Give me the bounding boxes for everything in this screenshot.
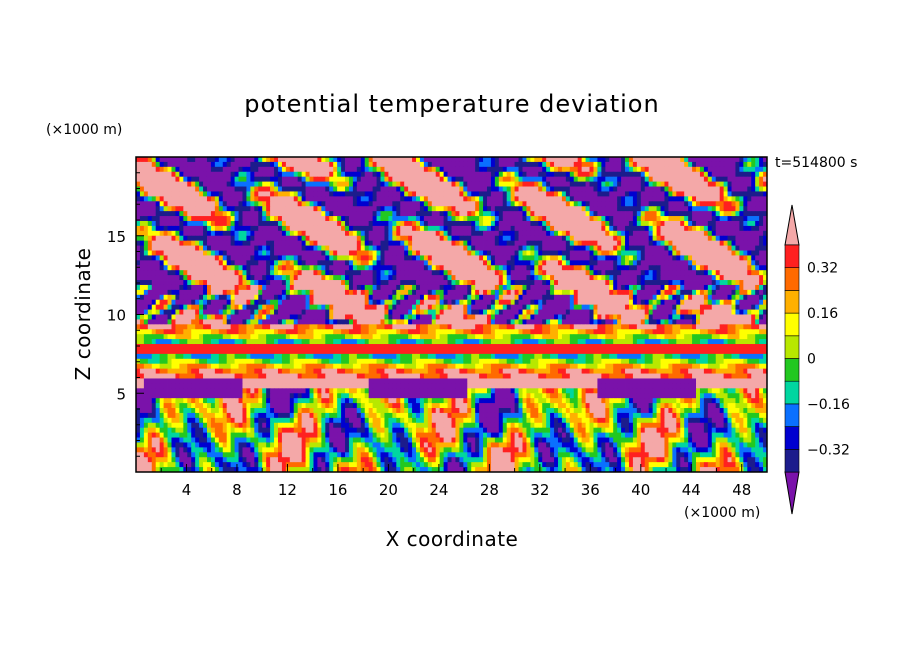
y-axis-unit: (×1000 m) bbox=[46, 122, 122, 138]
colorbar: −0.32 −0.16 0 0.16 0.32 bbox=[784, 204, 850, 515]
colorbar-segment bbox=[784, 403, 800, 427]
x-tick-label: 28 bbox=[480, 481, 499, 499]
x-axis-unit: (×1000 m) bbox=[684, 505, 760, 521]
x-tick-label: 4 bbox=[182, 481, 192, 499]
colorbar-tick-label: −0.16 bbox=[807, 397, 850, 413]
x-tick-label: 48 bbox=[732, 481, 751, 499]
y-tick-label: 10 bbox=[107, 307, 126, 325]
colorbar-segment bbox=[784, 244, 800, 269]
colorbar-segment bbox=[784, 380, 800, 405]
x-tick-label: 44 bbox=[682, 481, 701, 499]
x-tick-label: 20 bbox=[379, 481, 398, 499]
colorbar-tick-label: 0.32 bbox=[807, 261, 838, 277]
colorbar-max-extension bbox=[784, 204, 800, 246]
colorbar-segment bbox=[784, 312, 800, 337]
contour-field bbox=[136, 157, 767, 472]
y-tick-label: 15 bbox=[107, 228, 126, 246]
colorbar-segment bbox=[784, 358, 800, 382]
colorbar-segment bbox=[784, 426, 800, 450]
colorbar-segment bbox=[784, 267, 800, 291]
colorbar-segment bbox=[784, 290, 800, 314]
x-axis: 4 8 12 16 20 24 28 32 36 40 44 48 bbox=[160, 464, 751, 499]
colorbar-segment bbox=[784, 335, 800, 359]
colorbar-min-extension bbox=[784, 471, 800, 515]
x-axis-label: X coordinate bbox=[386, 527, 519, 551]
y-tick-label: 5 bbox=[116, 385, 126, 403]
colorbar-tick-label: 0.16 bbox=[807, 306, 838, 322]
x-tick-label: 36 bbox=[581, 481, 600, 499]
y-axis: 5 10 15 bbox=[107, 172, 144, 457]
colorbar-tick-label: −0.32 bbox=[807, 442, 850, 458]
x-tick-label: 32 bbox=[530, 481, 549, 499]
x-tick-label: 12 bbox=[278, 481, 297, 499]
time-label: t=514800 s bbox=[775, 155, 857, 171]
y-axis-label: Z coordinate bbox=[71, 248, 95, 381]
chart-title: potential temperature deviation bbox=[244, 90, 659, 118]
x-tick-label: 40 bbox=[631, 481, 650, 499]
x-tick-label: 16 bbox=[328, 481, 347, 499]
colorbar-tick-label: 0 bbox=[807, 352, 816, 368]
colorbar-segment bbox=[784, 448, 800, 473]
x-tick-label: 24 bbox=[429, 481, 448, 499]
x-tick-label: 8 bbox=[232, 481, 242, 499]
